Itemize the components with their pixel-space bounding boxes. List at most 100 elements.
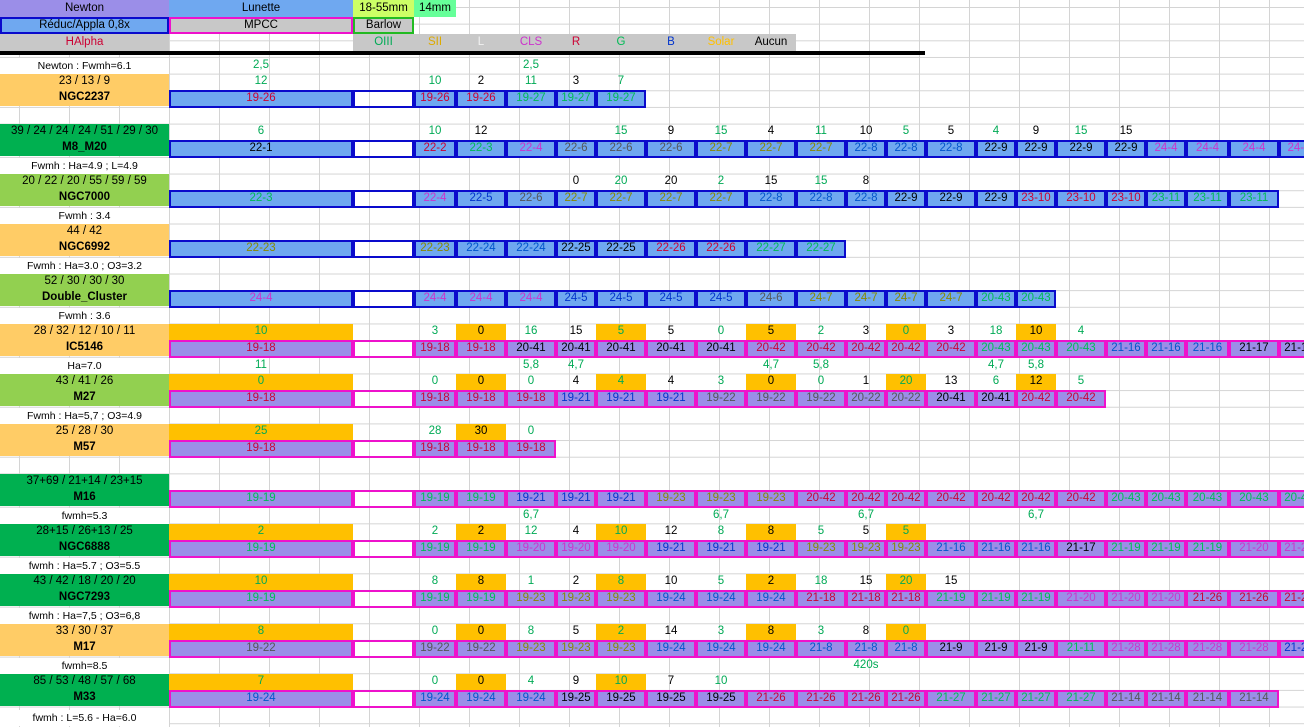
session-cell[interactable]: 19-25 [646, 690, 696, 708]
session-cell[interactable]: 20-42 [1016, 490, 1056, 508]
session-cell[interactable]: 22-26 [646, 240, 696, 258]
session-cell[interactable]: 21-17 [1229, 340, 1279, 358]
frame-count[interactable]: 5 [862, 525, 870, 538]
frame-count[interactable]: 15 [1119, 125, 1133, 138]
session-cell[interactable]: 20-43 [976, 340, 1016, 358]
session-cell[interactable]: 19-18 [506, 390, 556, 408]
session-cell[interactable]: 20-42 [846, 490, 886, 508]
session-cell[interactable]: 19-20 [556, 540, 596, 558]
session-cell[interactable]: 22-6 [506, 190, 556, 208]
session-cell[interactable]: 20-43 [1016, 340, 1056, 358]
session-cell[interactable]: 22-8 [746, 190, 796, 208]
session-cell[interactable]: 20-43 [1056, 340, 1106, 358]
session-cell[interactable]: 19-24 [746, 640, 796, 658]
session-cell[interactable] [353, 540, 414, 558]
session-cell[interactable]: 22-4 [506, 140, 556, 158]
session-cell[interactable]: 20-43 [1229, 490, 1279, 508]
frame-count[interactable]: 2 [596, 624, 646, 640]
session-cell[interactable]: 19-21 [556, 490, 596, 508]
frame-count[interactable]: 5 [746, 324, 796, 340]
session-cell[interactable]: 20-41 [976, 390, 1016, 408]
frame-count[interactable]: 0 [456, 674, 506, 690]
session-cell[interactable]: 19-21 [596, 390, 646, 408]
session-cell[interactable]: 22-27 [746, 240, 796, 258]
session-cell[interactable]: 20-43 [976, 290, 1016, 308]
frame-count[interactable] [353, 124, 414, 140]
session-cell[interactable]: 19-22 [796, 390, 846, 408]
target-name[interactable]: NGC6888 [0, 540, 169, 556]
frame-count[interactable]: 15 [1074, 125, 1088, 138]
session-cell[interactable]: 24-5 [596, 290, 646, 308]
filter-solar[interactable]: Solar [696, 34, 746, 51]
session-cell[interactable]: 24-4 [414, 290, 456, 308]
frame-count[interactable]: 7 [169, 674, 353, 690]
session-cell[interactable]: 19-26 [456, 90, 506, 108]
session-cell[interactable]: 22-6 [556, 140, 596, 158]
session-cell[interactable]: 22-24 [506, 240, 556, 258]
frame-count[interactable]: 2 [431, 525, 439, 538]
filter-halpha[interactable]: HAlpha [0, 34, 169, 51]
frame-count[interactable] [353, 74, 414, 90]
session-cell[interactable]: 20-22 [886, 390, 926, 408]
session-cell[interactable]: 21-28 [1229, 640, 1279, 658]
frame-count[interactable]: 11 [525, 75, 537, 88]
frame-count[interactable]: 2 [169, 524, 353, 540]
frame-count[interactable]: 9 [572, 675, 580, 688]
session-cell[interactable]: 19-18 [456, 440, 506, 458]
session-cell[interactable]: 21-19 [1016, 590, 1056, 608]
session-cell[interactable]: 24-6 [746, 290, 796, 308]
session-cell[interactable]: 24-5 [646, 290, 696, 308]
session-cell[interactable]: 21-9 [1016, 640, 1056, 658]
session-cell[interactable]: 19-24 [696, 590, 746, 608]
frame-count[interactable]: 20 [664, 175, 678, 188]
target-name[interactable]: NGC2237 [0, 90, 169, 106]
session-cell[interactable]: 22-6 [596, 140, 646, 158]
frame-count[interactable]: 5 [572, 625, 580, 638]
target-name[interactable]: M17 [0, 640, 169, 656]
frame-count[interactable]: 0 [817, 375, 825, 388]
session-cell[interactable]: 23-11 [1229, 190, 1279, 208]
frame-count[interactable]: 0 [527, 375, 535, 388]
session-cell[interactable]: 19-23 [846, 540, 886, 558]
session-cell[interactable] [353, 390, 414, 408]
filter-cls[interactable]: CLS [506, 34, 556, 51]
session-cell[interactable]: 19-22 [169, 640, 353, 658]
frame-count[interactable]: 9 [667, 125, 675, 138]
session-cell[interactable]: 21-28 [1186, 640, 1229, 658]
session-cell[interactable]: 23-10 [1056, 190, 1106, 208]
session-cell[interactable]: 20-41 [556, 340, 596, 358]
frame-count[interactable]: 8 [862, 625, 870, 638]
frame-count[interactable]: 16 [524, 325, 538, 338]
frame-count[interactable]: 4 [527, 675, 535, 688]
frame-count[interactable] [353, 524, 414, 540]
frame-count[interactable]: 5 [902, 125, 910, 138]
target-name[interactable]: NGC7293 [0, 590, 169, 606]
session-cell[interactable]: 19-21 [506, 490, 556, 508]
frame-count[interactable]: 0 [456, 324, 506, 340]
session-cell[interactable]: 19-21 [646, 390, 696, 408]
legend-18-55mm[interactable]: 18-55mm [353, 0, 414, 17]
frame-count[interactable]: 30 [456, 424, 506, 440]
frame-count[interactable]: 4 [667, 375, 675, 388]
session-cell[interactable]: 21-27 [1016, 690, 1056, 708]
frame-count[interactable]: 11 [815, 125, 827, 138]
session-cell[interactable]: 19-24 [456, 690, 506, 708]
session-cell[interactable]: 22-26 [696, 240, 746, 258]
frame-count[interactable]: 3 [572, 75, 580, 88]
session-cell[interactable]: 21-14 [1229, 690, 1279, 708]
frame-count[interactable]: 0 [431, 625, 439, 638]
frame-count[interactable]: 5 [596, 324, 646, 340]
session-cell[interactable]: 21-19 [1186, 540, 1229, 558]
frame-count[interactable]: 0 [572, 175, 580, 188]
session-cell[interactable]: 19-18 [506, 440, 556, 458]
frame-count[interactable]: 0 [717, 325, 725, 338]
legend-lunette[interactable]: Lunette [169, 0, 353, 17]
session-cell[interactable]: 21-26 [1229, 590, 1279, 608]
session-cell[interactable]: 22-7 [646, 190, 696, 208]
session-cell[interactable]: 19-18 [414, 440, 456, 458]
session-cell[interactable]: 20-42 [796, 340, 846, 358]
session-cell[interactable]: 20-41 [926, 390, 976, 408]
frame-count[interactable]: 0 [456, 374, 506, 390]
legend-newton[interactable]: Newton [0, 0, 169, 17]
frame-count[interactable]: 15 [764, 175, 778, 188]
